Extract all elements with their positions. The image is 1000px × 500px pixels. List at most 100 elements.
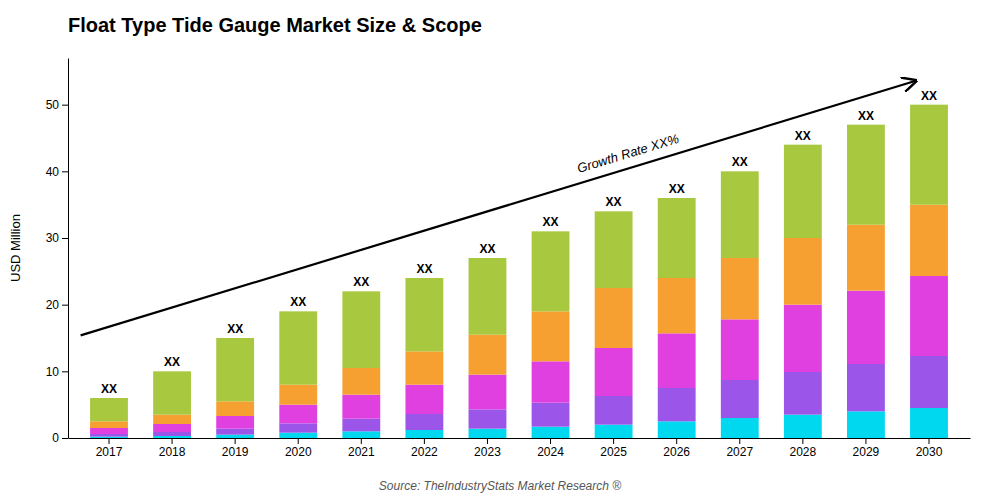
bar-segment [153,415,191,424]
x-tick: 2026 [663,438,690,459]
bar-segment [595,396,633,425]
y-axis-line [68,59,69,439]
chart-title: Float Type Tide Gauge Market Size & Scop… [68,14,482,36]
x-tick: 2029 [853,438,880,459]
bar-segment [342,291,380,368]
plot-area: XXXXXXXXXXXXXXXXXXXXXXXXXXXXGrowth Rate … [46,59,971,459]
x-axis: 2017201820192020202120222023202420252026… [69,438,971,459]
bar-segment [658,333,696,388]
bar-segment [405,430,443,438]
x-tick-label: 2022 [411,445,438,459]
bar-segment [469,375,507,410]
x-tick: 2030 [916,438,943,459]
x-tick-mark [613,438,614,444]
bar-segment [216,435,254,438]
bar-segment [532,361,570,402]
bar-segment [721,380,759,418]
bar-label: XX [479,242,495,256]
y-tick-label: 20 [46,298,60,312]
x-tick: 2024 [537,438,564,459]
bar-label: XX [227,322,243,336]
x-tick-mark [235,438,236,444]
x-tick-mark [109,438,110,444]
bar-segment [216,429,254,435]
y-axis-title: USD Million [8,214,23,282]
bar-label: XX [353,275,369,289]
bar-label: XX [606,195,622,209]
bar-segment [469,258,507,335]
y-tick: 20 [46,298,68,312]
bar-segment [279,311,317,384]
x-tick-label: 2024 [537,445,564,459]
bar-segment [910,205,948,276]
bar-segment [216,338,254,401]
bar-segment [279,405,317,424]
x-tick-mark [550,438,551,444]
y-tick: 10 [46,365,68,379]
bar-segment [784,305,822,372]
bar-segment [595,425,633,438]
y-tick-mark [62,438,68,439]
bar-segment [532,311,570,361]
bar-label: XX [732,155,748,169]
x-tick-mark [298,438,299,444]
x-tick-mark [487,438,488,444]
x-tick-label: 2030 [916,445,943,459]
y-tick: 0 [52,431,68,445]
x-tick-label: 2023 [474,445,501,459]
bar-segment [342,368,380,395]
bar-label: XX [858,109,874,123]
bar-segment [153,436,191,438]
bar-segment [469,409,507,428]
bar-segment [721,319,759,380]
bar-segment [910,105,948,205]
bar-segment [595,211,633,288]
bar-segment [910,408,948,438]
y-tick-mark [62,105,68,106]
bar-segment [90,428,128,434]
x-tick-mark [802,438,803,444]
bar-segment [784,372,822,415]
bar-label: XX [290,295,306,309]
bar-segment [405,351,443,384]
bar-segment [595,288,633,348]
bar-segment [532,231,570,311]
x-tick-mark [865,438,866,444]
y-tick-mark [62,305,68,306]
y-tick-mark [62,371,68,372]
x-tick-label: 2029 [853,445,880,459]
x-tick-label: 2021 [348,445,375,459]
bar-segment [153,371,191,414]
bar-segment [847,125,885,225]
y-tick: 40 [46,165,68,179]
bars [90,105,948,438]
bar-segment [90,434,128,437]
x-tick: 2023 [474,438,501,459]
bar-segment [153,432,191,436]
x-tick-label: 2028 [789,445,816,459]
x-tick-label: 2017 [96,445,123,459]
y-tick-label: 40 [46,165,60,179]
bar-segment [90,421,128,428]
bar-segment [658,388,696,421]
y-tick-mark [62,171,68,172]
bar-series [90,105,948,422]
bar-segment [658,198,696,278]
bar-segment [532,427,570,438]
bar-segment [847,225,885,291]
x-tick-mark [424,438,425,444]
bar-segment [784,415,822,438]
x-tick-mark [676,438,677,444]
x-tick-mark [361,438,362,444]
bar-segment [90,398,128,421]
source-note: Source: TheIndustryStats Market Research… [379,479,621,493]
growth-arrow [81,81,916,336]
bar-segment [405,414,443,430]
x-tick-label: 2018 [159,445,186,459]
chart: XXXXXXXXXXXXXXXXXXXXXXXXXXXXGrowth Rate … [0,0,1000,500]
bar-segment [721,171,759,258]
bar-labels: XXXXXXXXXXXXXXXXXXXXXXXXXXXX [101,89,937,396]
bar-label: XX [101,382,117,396]
x-tick: 2018 [159,438,186,459]
y-tick: 50 [46,98,68,112]
